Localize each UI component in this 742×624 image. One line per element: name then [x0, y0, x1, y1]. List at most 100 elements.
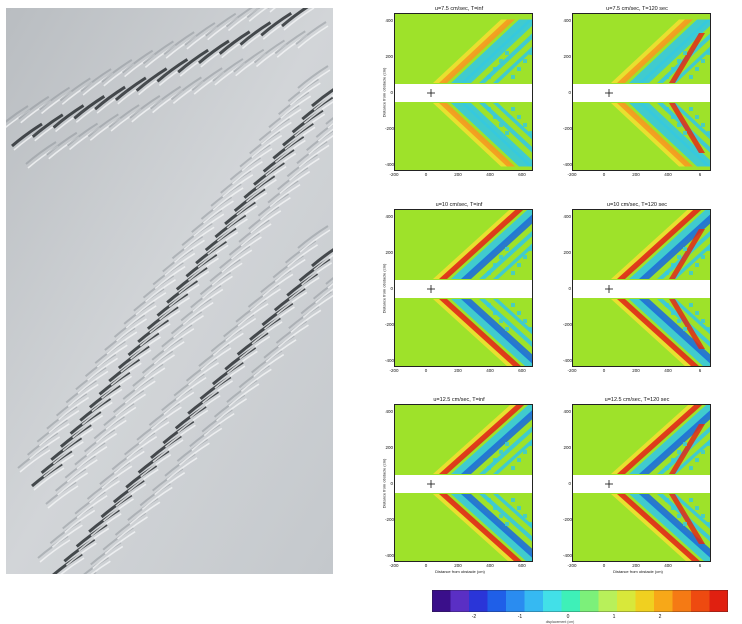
wave-highlight — [90, 560, 111, 574]
wave-speckle — [689, 107, 693, 111]
wave-speckle — [517, 311, 521, 315]
wave-highlight — [48, 410, 80, 434]
wave-highlight — [189, 394, 221, 419]
wave-speckle — [671, 263, 675, 267]
wave-highlight — [225, 317, 257, 342]
wave-highlight — [263, 306, 295, 330]
wave-crest — [129, 94, 161, 119]
wave-band — [629, 405, 710, 474]
wave-highlight — [269, 8, 277, 13]
wave-crest — [31, 113, 64, 138]
wave-highlight — [212, 332, 244, 356]
colorbar-tick-label: -1 — [517, 614, 523, 620]
wave-band — [639, 214, 710, 279]
wave-highlight — [81, 401, 113, 426]
wave-highlight — [51, 524, 83, 548]
obstacle-gap — [395, 475, 532, 493]
wave-highlight — [214, 365, 246, 389]
wave-band — [439, 19, 515, 83]
wave-highlight — [236, 192, 268, 216]
wave-crest — [25, 141, 57, 165]
wave-band — [629, 210, 710, 279]
wave-highlight — [260, 121, 292, 146]
wave-speckle — [505, 131, 509, 135]
wave-speckle — [523, 255, 527, 259]
y-tick-label: 0 — [568, 481, 571, 486]
wave-band — [479, 299, 532, 348]
wave-crest — [114, 76, 147, 101]
wave-highlight — [163, 391, 195, 415]
y-tick-label: -200 — [563, 322, 573, 327]
wave-crest — [101, 58, 133, 83]
wave-speckle — [677, 450, 681, 454]
wave-speckle — [499, 59, 503, 63]
wave-band — [451, 103, 532, 167]
x-tick-label: 200 — [632, 172, 640, 177]
colorbar-swatch — [524, 590, 544, 612]
wave-speckle — [677, 255, 681, 259]
y-tick-label: 200 — [563, 445, 571, 450]
y-axis-label: Distance from obstacle (cm) — [381, 67, 387, 118]
wave-highlight — [216, 398, 247, 422]
wave-highlight — [288, 157, 320, 182]
x-tick-label: 200 — [632, 563, 640, 568]
y-tick-label: 200 — [563, 250, 571, 255]
wave-speckle — [511, 107, 515, 111]
wave-highlight — [183, 226, 215, 250]
wave-speckle — [487, 466, 491, 470]
model-panel: u=10 cm/sec, T=120 sec 400 200 0 -200 -400 -20… — [563, 202, 711, 374]
wave-highlight — [289, 82, 321, 106]
wave-highlight — [315, 288, 333, 304]
wave-band — [639, 19, 710, 83]
wave-highlight — [78, 527, 110, 552]
wave-highlight — [299, 229, 331, 253]
wave-speckle — [505, 522, 509, 526]
wave-crest — [246, 8, 261, 18]
wave-speckle — [683, 131, 687, 135]
wave-highlight — [274, 258, 306, 283]
wave-crest — [191, 67, 223, 91]
wave-band — [669, 229, 705, 279]
wave-band — [617, 299, 699, 366]
wave-highlight — [221, 249, 253, 273]
panel-plot — [572, 209, 711, 367]
wave-highlight — [141, 486, 173, 511]
wave-highlight — [290, 309, 322, 333]
wave-highlight — [280, 95, 312, 119]
wave-speckle — [493, 506, 497, 510]
wave-highlight — [240, 223, 272, 247]
wave-highlight — [270, 108, 302, 132]
model-panel: u=7.5 cm/sec, T=120 sec 400 200 0 -200 -400 -2… — [563, 6, 711, 178]
wave-band — [479, 33, 532, 83]
wave-speckle — [695, 311, 699, 315]
wave-crest — [197, 39, 230, 65]
wave-highlight — [192, 288, 224, 313]
wave-field — [395, 210, 532, 366]
wave-highlight — [57, 472, 89, 496]
wave-highlight — [251, 321, 283, 345]
panel-plot — [572, 404, 711, 562]
wave-highlight — [259, 197, 291, 221]
wave-speckle — [683, 327, 687, 331]
wave-band — [439, 405, 525, 474]
x-tick-label: 400 — [486, 172, 494, 177]
wave-speckle — [523, 319, 527, 323]
wave-speckle — [677, 59, 681, 63]
wave-speckle — [523, 123, 527, 127]
wave-highlight — [240, 368, 272, 392]
wave-highlight — [191, 427, 223, 451]
wave-speckle — [695, 458, 699, 462]
wave-highlight — [298, 144, 330, 168]
wave-highlight — [231, 161, 263, 185]
wave-speckle — [695, 506, 699, 510]
y-tick-label: 400 — [563, 214, 571, 219]
y-tick-label: 400 — [385, 214, 393, 219]
wave-highlight — [187, 257, 219, 281]
y-tick-label: -400 — [563, 358, 573, 363]
wave-highlight — [173, 239, 205, 263]
wave-highlight — [327, 282, 333, 289]
wave-highlight — [115, 483, 147, 507]
wave-speckle — [671, 458, 675, 462]
colorbar-swatch — [506, 590, 525, 612]
wave-highlight — [177, 409, 209, 433]
